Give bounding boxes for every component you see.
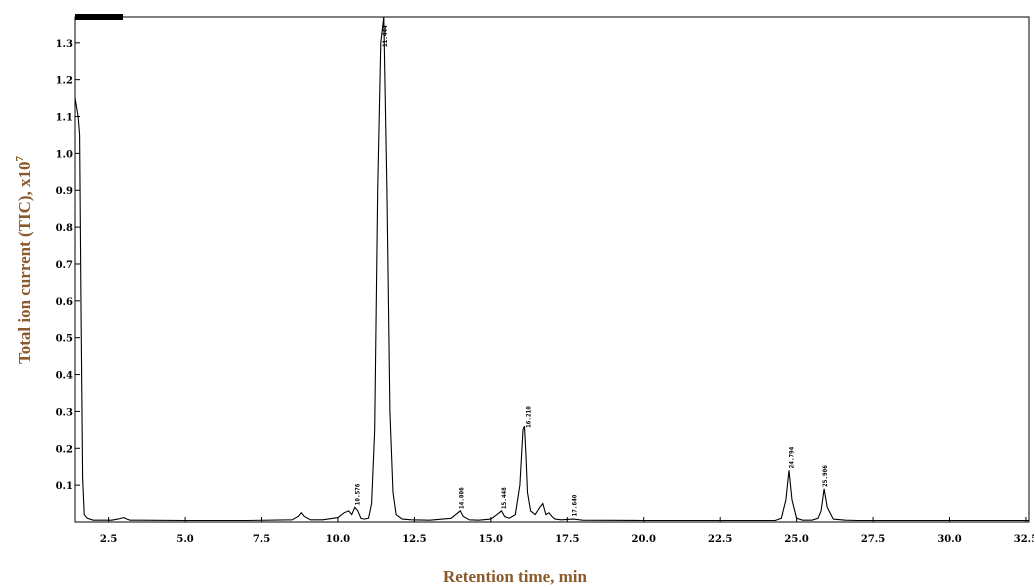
x-tick-label: 5.0 [176,534,193,545]
x-tick-label: 7.5 [253,534,270,545]
peak-label: 10.576 [354,483,361,505]
x-tick-label: 15.0 [479,534,503,545]
y-tick-label: 0.4 [56,371,73,382]
y-tick-label: 1.3 [56,39,73,50]
y-tick-label: 1.1 [56,113,73,124]
peak-label: 11.444 [382,25,389,47]
x-axis-title: Retention time, min [443,567,588,586]
x-tick-label: 25.0 [784,534,808,545]
x-tick-label: 17.5 [555,534,579,545]
peak-label: 24.794 [789,446,796,468]
peak-label: 15.448 [501,487,508,509]
y-tick-label: 0.8 [56,223,73,234]
y-tick-label: 1.2 [56,76,73,87]
peak-label: 17.640 [571,494,578,516]
peak-labels: 10.576 11.444 14.006 15.448 16.210 17.640 24.7… [354,25,829,516]
x-tick-label: 10.0 [326,534,350,545]
plot-area-frame [74,16,1030,523]
x-tick-label: 22.5 [708,534,732,545]
y-axis-ticks: 0.1 0.2 0.3 0.4 0.5 0.6 0.7 0.8 0.9 1.0 1.1 1.2 1.3 [56,39,80,492]
x-tick-label: 2.5 [100,534,117,545]
tic-series-line [74,16,1029,522]
y-tick-label: 0.5 [56,334,73,345]
x-tick-label: 27.5 [861,534,885,545]
y-axis-title-main: Total ion current (TIC), x10 [15,161,34,364]
y-tick-label: 0.9 [56,186,73,197]
y-axis-title: Total ion current (TIC), x107 [14,155,34,364]
x-axis-ticks: 2.5 5.0 7.5 10.0 12.5 15.0 17.5 20.0 22.5 25.0 27.… [100,517,1034,545]
top-left-marker [75,14,123,20]
x-tick-label: 30.0 [937,534,961,545]
x-tick-label: 12.5 [402,534,426,545]
peak-label: 25.906 [822,465,829,487]
x-tick-label: 32.5 [1014,534,1034,545]
peak-label: 14.006 [458,487,465,509]
y-tick-label: 0.1 [56,481,73,492]
y-axis-title-exponent: 7 [14,155,26,161]
y-tick-label: 0.7 [56,260,73,271]
peak-label: 16.210 [526,406,533,428]
x-tick-label: 20.0 [632,534,656,545]
y-tick-label: 0.3 [56,407,73,418]
y-tick-label: 0.2 [56,444,73,455]
y-tick-label: 1.0 [56,149,73,160]
y-tick-label: 0.6 [56,297,73,308]
